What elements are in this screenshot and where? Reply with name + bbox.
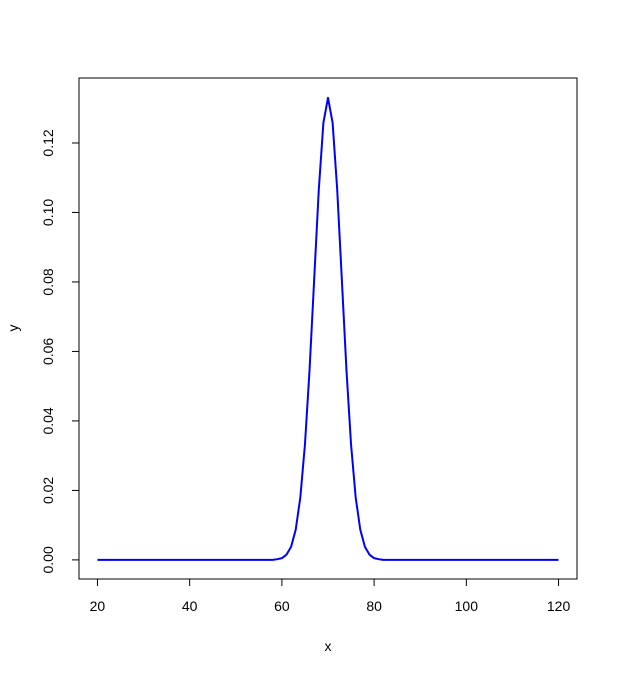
x-axis-label: x <box>325 638 332 654</box>
x-tick-label: 60 <box>274 598 290 614</box>
x-tick-label: 100 <box>455 598 479 614</box>
x-tick-label: 120 <box>547 598 571 614</box>
x-tick-label: 20 <box>90 598 106 614</box>
y-tick-label: 0.00 <box>40 546 56 573</box>
data-line <box>97 96 559 561</box>
y-tick-label: 0.12 <box>40 129 56 156</box>
x-tick-label: 40 <box>182 598 198 614</box>
y-tick-label: 0.02 <box>40 477 56 504</box>
y-tick-label: 0.06 <box>40 338 56 365</box>
y-tick-label: 0.08 <box>40 268 56 295</box>
y-tick-label: 0.10 <box>40 199 56 226</box>
x-tick-label: 80 <box>366 598 382 614</box>
y-axis-label: y <box>5 325 21 332</box>
plot-frame <box>78 77 578 580</box>
y-tick-label: 0.04 <box>40 407 56 434</box>
